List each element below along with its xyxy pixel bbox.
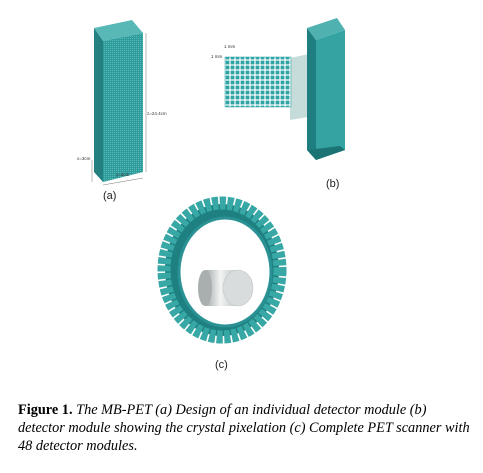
- grid-left-dimension-label: 1 mm: [211, 54, 223, 59]
- width-dimension-label: x=3cm: [77, 156, 91, 161]
- caption-text: The MB-PET (a) Design of an individual d…: [18, 402, 470, 454]
- height-dimension-label: z=24.4cm: [147, 111, 167, 116]
- grid-top-dimension-label: 1 mm: [224, 44, 236, 49]
- detector-module-drawing: [91, 18, 345, 344]
- figure-illustration: z=24.4cm x=3cm y=4cm 1 mm 1 mm (a) (b) (…: [77, 18, 345, 371]
- panel-c-label: (c): [215, 359, 228, 371]
- module-b-shape: [307, 18, 345, 160]
- module-a-shape: [94, 20, 143, 182]
- panel-b-label: (b): [326, 178, 340, 190]
- depth-dimension-label: y=4cm: [116, 172, 130, 177]
- figure-caption: Figure 1. The MB-PET (a) Design of an in…: [18, 401, 470, 455]
- patient-cylinder: [198, 269, 254, 307]
- panel-a-label: (a): [103, 190, 117, 202]
- crystal-pixel-grid: [224, 56, 292, 108]
- caption-lead: Figure 1: [18, 402, 69, 418]
- caption-separator: .: [68, 402, 77, 418]
